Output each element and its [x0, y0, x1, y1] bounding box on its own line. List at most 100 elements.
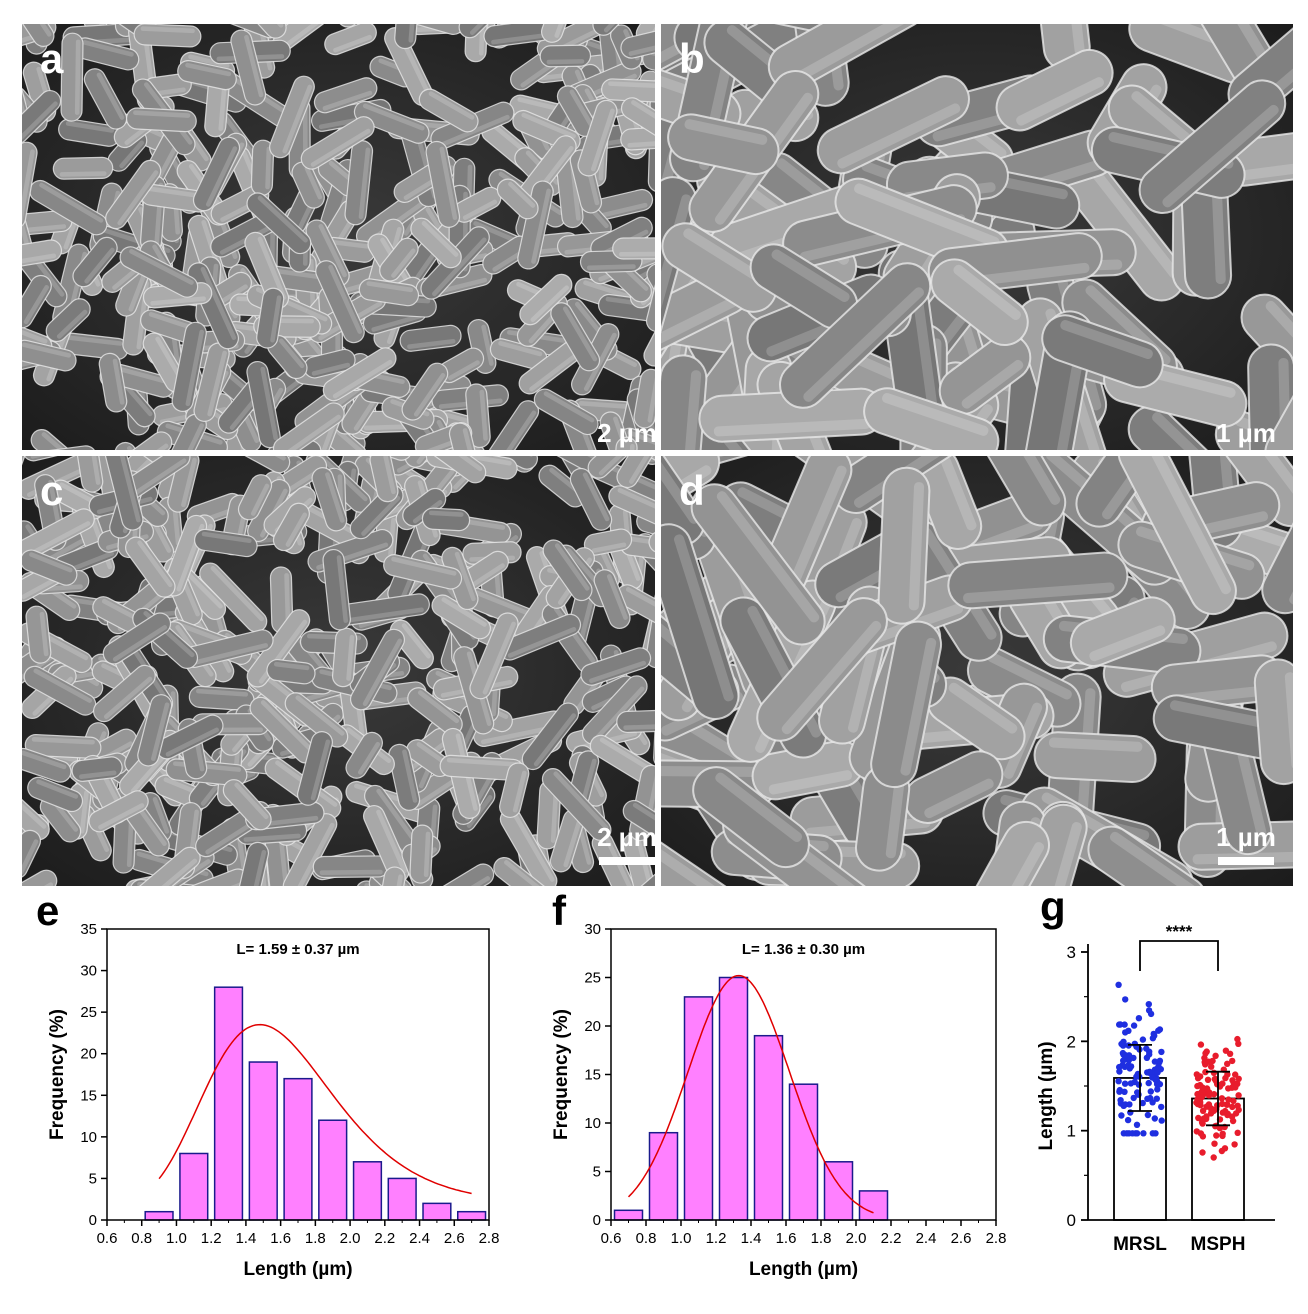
data-point: [1145, 1001, 1152, 1008]
bacterium-rod: [375, 866, 406, 886]
bacterium-rod: [424, 863, 495, 886]
bacterium-rod: [493, 856, 571, 886]
bacterium-rod: [592, 24, 634, 36]
bacterium-rod: [714, 24, 893, 44]
bacterium-rod: [312, 855, 390, 879]
x-tick-label: 1.8: [811, 1230, 832, 1247]
histogram-bar: [858, 1190, 889, 1221]
bacterium-rod: [379, 237, 419, 282]
data-point: [1117, 1097, 1124, 1104]
data-point: [1115, 981, 1122, 988]
bacterium-rod: [425, 140, 461, 228]
sem-panel-d: d 1 µm: [661, 456, 1293, 886]
x-tick-label: 0.8: [636, 1230, 657, 1247]
x-tick-label: 2.4: [916, 1230, 937, 1247]
category-label: MRSL: [1113, 1234, 1167, 1255]
bacterium-rod: [622, 799, 655, 859]
bacterium-rod: [519, 273, 573, 326]
histogram-bar: [613, 1209, 644, 1221]
sem-image-b: [661, 24, 1293, 450]
x-tick-label: 1.8: [305, 1230, 326, 1247]
data-point: [1130, 1094, 1137, 1102]
x-tick-label: 1.0: [671, 1230, 692, 1247]
x-tick-label: 2.6: [951, 1230, 972, 1247]
data-point: [1135, 1015, 1143, 1022]
bacterium-rod: [1117, 456, 1237, 616]
bacterium-rod: [498, 762, 530, 819]
data-point: [1158, 1048, 1165, 1056]
y-axis-label: Length (µm): [1036, 1041, 1057, 1150]
data-point: [1212, 1052, 1219, 1059]
bacterium-rod: [209, 456, 291, 474]
y-tick-label: 30: [80, 963, 97, 980]
bacterium-rod: [30, 429, 102, 450]
data-point: [1193, 1071, 1200, 1078]
bacterium-rod: [661, 817, 737, 886]
y-tick-label: 15: [584, 1067, 601, 1084]
bacterium-rod: [266, 658, 316, 685]
data-point: [1139, 1099, 1146, 1107]
bacterium-rod: [645, 254, 655, 333]
bacterium-rod: [540, 24, 584, 43]
y-tick-label: 1: [1067, 1122, 1076, 1141]
bacterium-rod: [643, 313, 655, 367]
bacterium-rod: [448, 422, 478, 450]
bacterium-rod: [58, 118, 121, 147]
bacterium-rod: [404, 456, 453, 468]
significance-bracket: [1139, 940, 1219, 971]
y-tick-label: 2: [1067, 1032, 1076, 1051]
data-point: [1154, 1069, 1161, 1076]
x-tick-label: 1.6: [270, 1230, 291, 1247]
x-tick-label: 2.2: [374, 1230, 395, 1247]
bacterium-rod: [104, 456, 144, 531]
bacterium-rod: [642, 47, 655, 81]
data-point: [1133, 1121, 1141, 1128]
data-point: [1234, 1129, 1241, 1136]
bacterium-rod: [52, 156, 114, 180]
bacterium-rod: [1264, 346, 1293, 450]
x-tick-label: 0.6: [601, 1230, 622, 1247]
data-point: [1121, 1080, 1129, 1087]
x-tick-label: 0.6: [97, 1230, 118, 1247]
data-point: [1118, 1040, 1125, 1048]
data-point: [1126, 1101, 1133, 1108]
data-point: [1145, 1079, 1152, 1087]
data-point: [1197, 1041, 1205, 1048]
bacterium-rod: [22, 795, 50, 841]
bacterium-rod: [22, 747, 72, 783]
scale-text-d: 1 µm: [1216, 822, 1276, 852]
data-point: [1116, 1063, 1123, 1071]
y-tick-label: 0: [1067, 1211, 1076, 1230]
data-point: [1130, 1022, 1138, 1029]
x-tick-label: 1.4: [741, 1230, 762, 1247]
fit-curve: [627, 974, 874, 1214]
data-point: [1219, 1130, 1226, 1137]
bacterium-rod: [22, 89, 62, 145]
bacterium-rod: [199, 562, 268, 633]
bacterium-rod: [903, 750, 1004, 824]
bacterium-rod: [358, 278, 420, 307]
bacterium-rod: [767, 24, 927, 91]
data-point: [1210, 1154, 1217, 1161]
bacterium-rod: [995, 48, 1114, 132]
bacterium-rod: [22, 239, 63, 268]
data-point: [1155, 1027, 1162, 1034]
x-tick-label: 2.2: [881, 1230, 902, 1247]
bacterium-rod: [870, 620, 943, 789]
data-point: [1130, 1054, 1137, 1062]
data-point: [1154, 1086, 1161, 1093]
bacterium-rod: [349, 628, 405, 711]
bacterium-rod: [192, 136, 241, 212]
bacterium-rod: [410, 217, 462, 269]
bacterium-rod: [421, 507, 471, 532]
bacterium-rod: [250, 139, 275, 196]
bacterium-rod: [230, 29, 267, 106]
bacterium-rod: [407, 687, 463, 736]
data-point: [1152, 1076, 1159, 1083]
data-point: [1199, 1149, 1206, 1156]
bacterium-rod: [593, 569, 631, 629]
bacterium-rod: [313, 77, 378, 114]
panel-label-d: d: [679, 467, 705, 514]
y-tick-label: 20: [584, 1018, 601, 1035]
scatter-g: MRSL MSPH 0 1 2 3 Length (µm) ****: [1036, 922, 1275, 1255]
